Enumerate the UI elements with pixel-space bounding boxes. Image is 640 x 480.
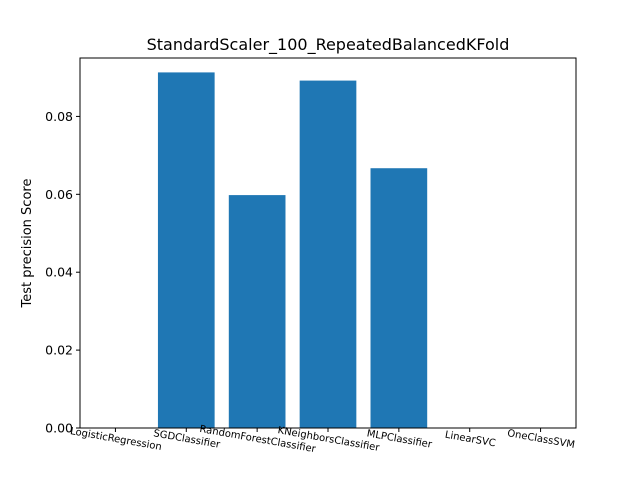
- y-tick-label: 0.04: [45, 265, 73, 280]
- bars-group: [157, 72, 428, 429]
- x-tick-label: LinearSVC: [444, 430, 496, 450]
- chart-title: StandardScaler_100_RepeatedBalancedKFold: [147, 35, 510, 55]
- bar-randomforestclassifier: [228, 195, 286, 428]
- bar-sgdclassifier: [157, 72, 215, 429]
- y-axis-label: Test precision Score: [20, 179, 35, 309]
- y-tick-label: 0.02: [45, 343, 73, 358]
- y-tick-label: 0.06: [45, 187, 73, 202]
- y-tick-label: 0.08: [45, 109, 73, 124]
- bar-mlpclassifier: [370, 168, 428, 428]
- bar-kneighborsclassifier: [299, 80, 357, 428]
- y-axis-ticks: 0.00 0.02 0.04 0.06 0.08: [45, 109, 80, 436]
- y-tick-label: 0.00: [45, 421, 73, 436]
- x-axis-ticks: LogisticRegressionSGDClassifierRandomFor…: [69, 424, 575, 455]
- plot-frame: [79, 57, 577, 429]
